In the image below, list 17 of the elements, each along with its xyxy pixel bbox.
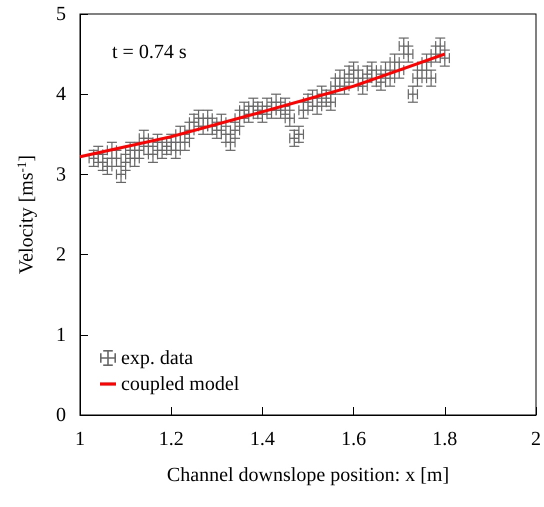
x-axis-title: Channel downslope position: x [m] <box>166 464 450 486</box>
y-axis-title: Velocity [ms-1] <box>14 154 38 274</box>
legend-label: exp. data <box>121 347 194 369</box>
y-tick-label: 3 <box>56 163 66 186</box>
annotation: t = 0.74 s <box>112 41 187 63</box>
y-tick-label: 0 <box>56 404 66 426</box>
x-tick-label: 1.6 <box>341 428 366 450</box>
legend-label: coupled model <box>121 373 240 395</box>
x-tick-label: 1.4 <box>250 428 275 450</box>
x-tick-label: 1.8 <box>432 428 458 450</box>
x-tick-label: 1.2 <box>158 428 184 450</box>
x-tick-label: 1 <box>75 428 85 450</box>
y-tick-label: 1 <box>56 324 66 346</box>
y-tick-label: 2 <box>56 244 66 266</box>
y-tick-label: 5 <box>56 3 66 25</box>
y-tick-label: 4 <box>56 83 66 106</box>
x-tick-label: 2 <box>531 428 541 450</box>
